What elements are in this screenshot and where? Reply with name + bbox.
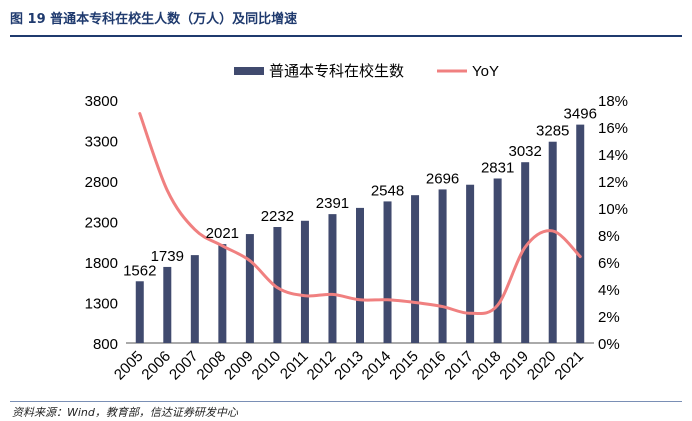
left-tick-label: 2300 xyxy=(85,215,118,232)
x-tick-label: 2010 xyxy=(249,348,285,384)
bar-2018 xyxy=(493,178,502,343)
bar-2016 xyxy=(438,189,447,343)
data-label-2021: 3496 xyxy=(564,106,597,123)
x-tick-label: 2007 xyxy=(166,348,202,384)
left-tick-label: 3800 xyxy=(85,93,118,110)
data-label-2016: 2696 xyxy=(426,170,459,187)
data-label-2005: 1562 xyxy=(123,262,156,279)
right-tick-label: 10% xyxy=(598,201,628,218)
data-label-2014: 2548 xyxy=(371,182,404,199)
data-label-2008: 2021 xyxy=(206,225,239,242)
right-tick-label: 12% xyxy=(598,174,628,191)
bar-2012 xyxy=(328,214,337,343)
bar-series xyxy=(135,124,585,344)
chart: 普通本专科在校生数 YoY 800 1300 1800 2300 2800 3300 380… xyxy=(85,63,628,384)
right-tick-label: 8% xyxy=(598,228,620,245)
left-tick-label: 1800 xyxy=(85,255,118,272)
data-label-2020: 3285 xyxy=(536,123,569,140)
bar-2010 xyxy=(273,227,282,343)
x-tick-label: 2009 xyxy=(221,348,257,384)
x-tick-label: 2012 xyxy=(304,348,340,384)
data-label-2019: 3032 xyxy=(508,143,541,160)
bar-2005 xyxy=(135,281,144,343)
source-note: 资料来源：Wind，教育部，信达证券研发中心 xyxy=(12,406,238,419)
left-axis: 800 1300 1800 2300 2800 3300 3800 xyxy=(85,93,118,353)
left-tick-label: 2800 xyxy=(85,174,118,191)
yoy-series xyxy=(138,112,582,316)
bar-2017 xyxy=(466,184,475,343)
x-tick-label: 2018 xyxy=(469,348,505,384)
bar-2020 xyxy=(548,141,557,343)
x-axis: 2005200620072008200920102011201220132014… xyxy=(111,348,587,384)
legend-bar-label: 普通本专科在校生数 xyxy=(269,63,404,80)
x-tick-label: 2015 xyxy=(386,348,422,384)
x-tick-label: 2006 xyxy=(139,348,175,384)
title-rule xyxy=(10,35,682,37)
x-tick-label: 2008 xyxy=(194,348,230,384)
right-tick-label: 2% xyxy=(598,309,620,326)
bar-2019 xyxy=(521,162,530,343)
figure-title: 图 19 普通本专科在校生人数（万人）及同比增速 xyxy=(10,12,298,27)
yoy-line xyxy=(138,112,582,316)
bar-2011 xyxy=(300,220,309,343)
bar-2009 xyxy=(245,234,254,343)
x-tick-label: 2013 xyxy=(331,348,367,384)
right-tick-label: 18% xyxy=(598,93,628,110)
x-tick-label: 2020 xyxy=(524,348,560,384)
data-label-2018: 2831 xyxy=(481,159,514,176)
right-tick-label: 6% xyxy=(598,255,620,272)
bar-2006 xyxy=(163,266,172,343)
left-tick-label: 800 xyxy=(93,336,118,353)
x-tick-label: 2017 xyxy=(441,348,477,384)
left-tick-label: 1300 xyxy=(85,296,118,313)
right-axis: 0% 2% 4% 6% 8% 10% 12% 14% 16% 18% xyxy=(598,93,628,353)
data-label-2012: 2391 xyxy=(316,195,349,212)
bar-2007 xyxy=(190,255,199,343)
data-label-2010: 2232 xyxy=(261,208,294,225)
legend-line-label: YoY xyxy=(472,63,499,80)
x-tick-label: 2021 xyxy=(551,348,587,384)
data-label-2006: 1739 xyxy=(151,248,184,265)
right-tick-label: 0% xyxy=(598,336,620,353)
legend: 普通本专科在校生数 YoY xyxy=(234,63,499,80)
x-tick-label: 2011 xyxy=(277,348,312,383)
right-tick-label: 14% xyxy=(598,147,628,164)
right-tick-label: 16% xyxy=(598,120,628,137)
bar-2013 xyxy=(356,207,364,343)
x-tick-label: 2019 xyxy=(496,348,532,384)
bottom-rule xyxy=(10,401,682,402)
x-tick-label: 2016 xyxy=(414,348,450,384)
x-tick-label: 2005 xyxy=(111,348,147,384)
legend-bar-swatch xyxy=(234,67,264,75)
right-tick-label: 4% xyxy=(598,282,620,299)
bar-2008 xyxy=(218,244,227,343)
left-tick-label: 3300 xyxy=(85,134,118,151)
x-tick-label: 2014 xyxy=(359,348,395,384)
bar-2021 xyxy=(576,124,585,344)
bar-2014 xyxy=(383,201,392,343)
bar-2015 xyxy=(411,195,420,343)
